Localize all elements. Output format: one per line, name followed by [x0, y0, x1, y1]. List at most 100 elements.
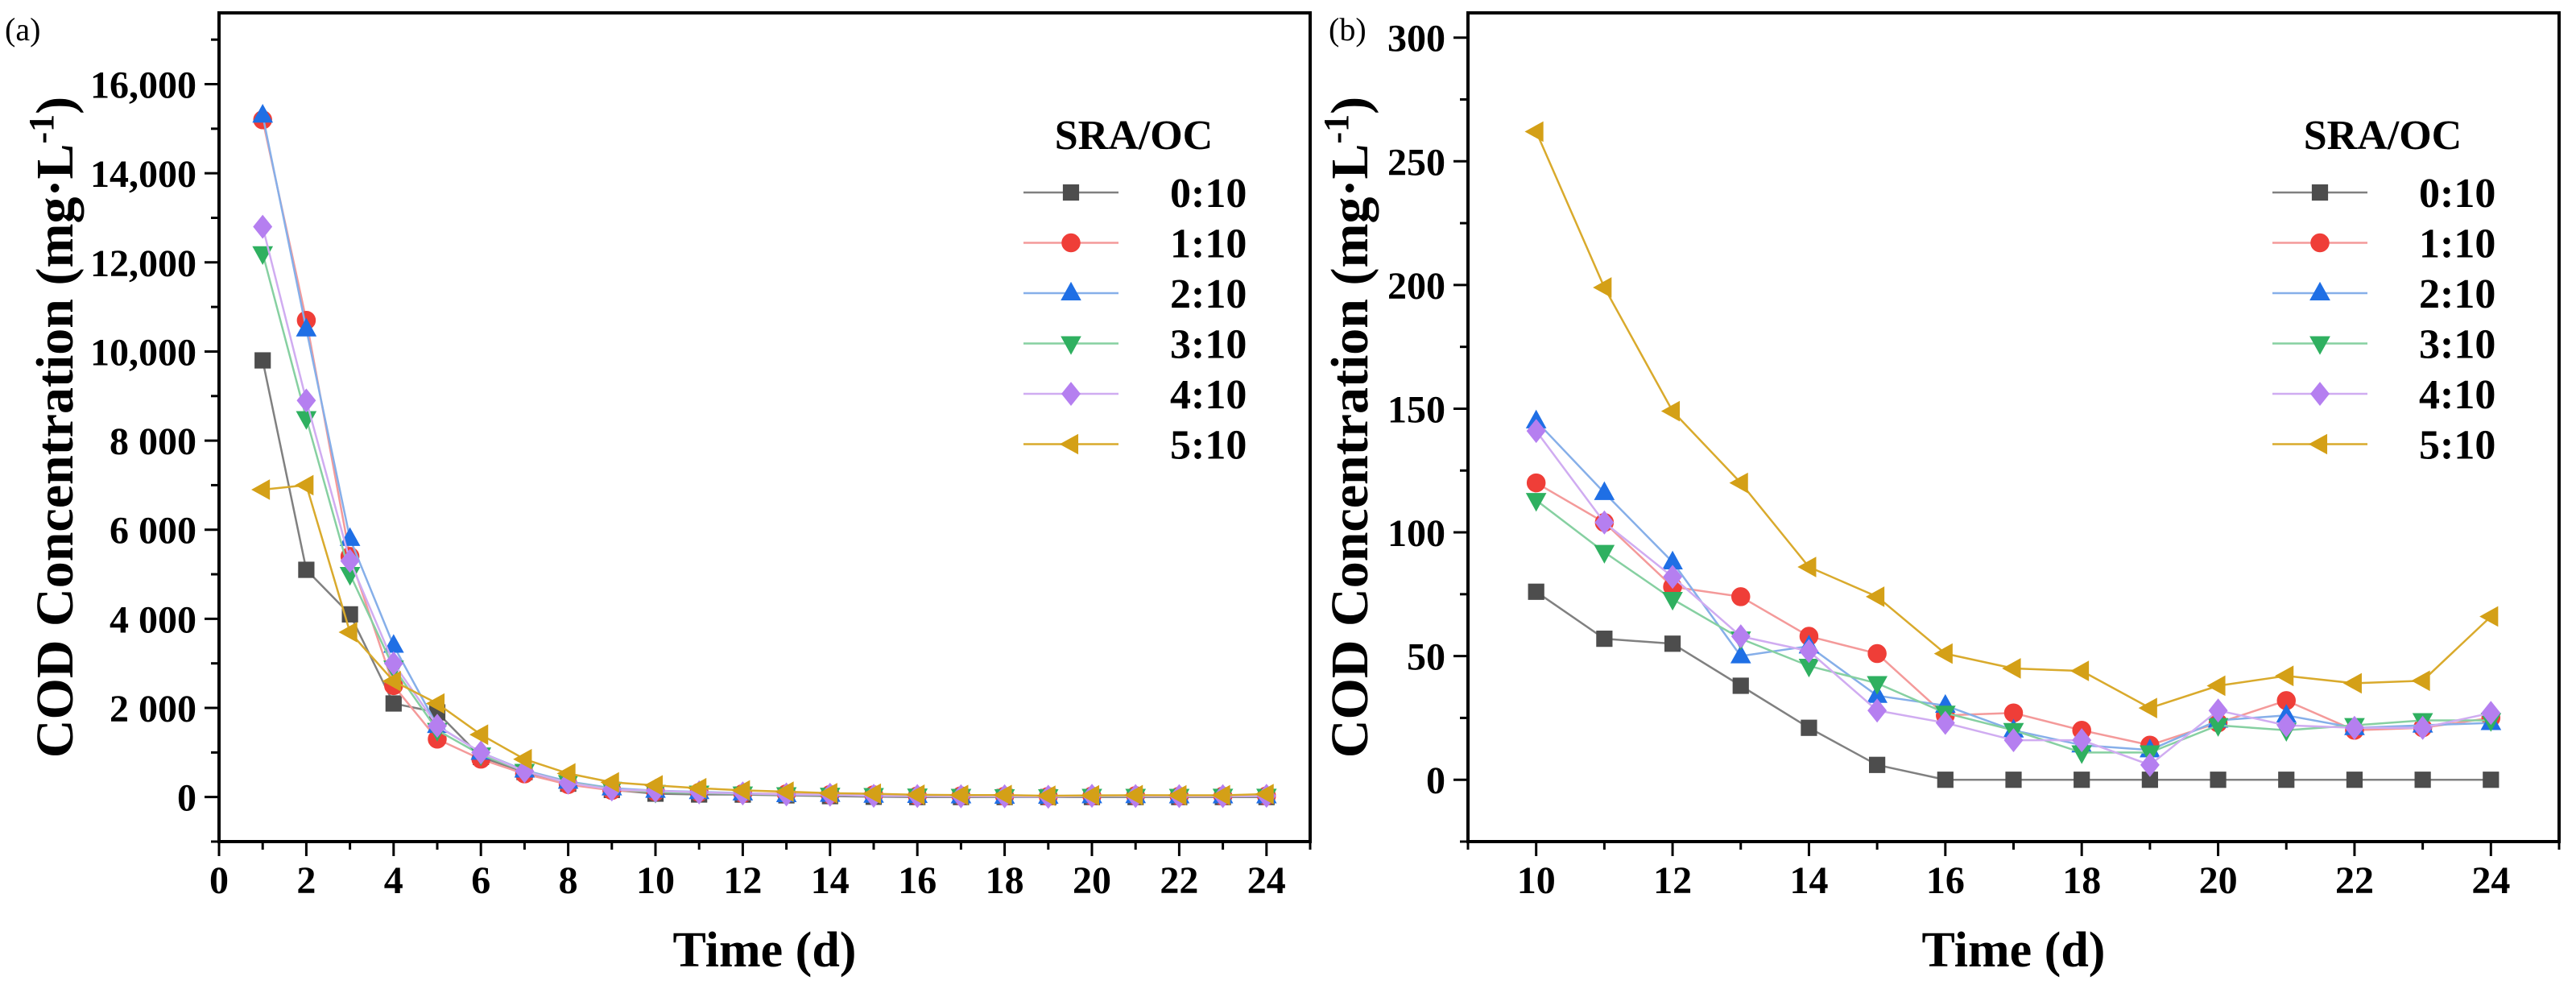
panel-b-x-tick-label-12: 12 — [1653, 859, 1692, 902]
panel-b-series — [1524, 121, 2502, 788]
panel-b-point-5-10-day-11 — [1593, 277, 1612, 298]
panel-b-x-tick-label-14: 14 — [1789, 859, 1828, 902]
panel-a-point-4-10-day-1 — [253, 214, 273, 239]
panel-b-x-tick-label-16: 16 — [1926, 859, 1965, 902]
panel-a-y-axis-label-main: COD Concentration (mg·L — [26, 144, 85, 759]
panel-b-legend-item-5-10: 5:10 — [2272, 423, 2495, 469]
panel-a-legend-label-2-10: 2:10 — [1170, 271, 1247, 317]
panel-a-line-3-10 — [261, 253, 1267, 798]
panel-a-series — [251, 104, 1277, 809]
panel-b-x-axis-label: Time (d) — [1922, 923, 2106, 978]
panel-b-point-0-10-day-11 — [1596, 631, 1613, 648]
panel-b-point-4-10-day-21 — [2276, 713, 2297, 738]
panel-b-y-tick-label-100: 100 — [1387, 512, 1445, 555]
panel-b-point-0-10-day-24 — [2483, 772, 2500, 788]
panel-b-point-0-10-day-10 — [1528, 583, 1544, 600]
panel-a-point-5-10-day-20 — [1080, 784, 1100, 806]
panel-b-legend-label-2-10: 2:10 — [2419, 271, 2495, 317]
panel-b-point-5-10-day-18 — [2069, 660, 2090, 681]
panel-b-point-4-10-day-23 — [2413, 715, 2433, 740]
panel-b-plot-frame — [1466, 11, 2561, 843]
panel-b-legend-label-1-10: 1:10 — [2419, 221, 2495, 267]
panel-a-legend-marker-2-10 — [1061, 281, 1081, 301]
panel-b-point-4-10-day-18 — [2072, 728, 2092, 752]
panel-b-point-5-10-day-16 — [1933, 643, 1953, 664]
panel-a-point-2-10-day-1 — [252, 104, 274, 123]
panel-a-point-5-10-day-12 — [731, 780, 750, 801]
panel-a-legend-item-3-10: 3:10 — [1023, 322, 1247, 368]
panel-b-legend: SRA/OC 0:101:102:10 3:104:10 5:10 — [2272, 113, 2495, 469]
panel-a-point-5-10-day-23 — [1211, 784, 1230, 806]
panel-a-point-5-10-day-17 — [949, 784, 969, 805]
panel-b-point-0-10-day-20 — [2210, 772, 2227, 788]
panel-b-point-3-10-day-11 — [1594, 544, 1615, 564]
panel-a-point-5-10-day-22 — [1168, 784, 1187, 806]
panel-a-point-4-10-day-6 — [471, 740, 491, 765]
panel-b-legend-label-5-10: 5:10 — [2419, 423, 2495, 469]
panel-a-point-5-10-day-18 — [993, 784, 1012, 806]
panel-a-y-axis-label: COD Concentration (mg·L-1) — [22, 97, 85, 758]
panel-a-point-5-10-day-1 — [251, 479, 271, 500]
panel-a-legend-marker-0-10 — [1062, 184, 1080, 201]
panel-b-point-5-10-day-13 — [1729, 472, 1748, 494]
panel-a-point-4-10-day-3 — [340, 548, 360, 573]
panel-b-legend-title: SRA/OC — [2304, 113, 2462, 159]
panel-a-y-tick-label-2000: 2 000 — [110, 688, 196, 730]
panel-a-point-5-10-day-7 — [513, 748, 532, 770]
panel-a-legend-marker-1-10 — [1061, 233, 1081, 253]
panel-a-point-5-10-day-4 — [382, 671, 401, 692]
panel-a-legend-item-1-10: 1:10 — [1023, 221, 1247, 267]
panel-b-point-5-10-day-23 — [2411, 670, 2430, 692]
panel-b-legend-marker-4-10 — [2310, 382, 2330, 407]
panel-a-panel-label: (a) — [5, 11, 40, 48]
panel-b: 10 12 14 16 18 20 22 24 0 50 100 150 200 250 300 Time (… — [1317, 11, 2561, 978]
panel-a-point-0-10-day-2 — [298, 561, 315, 578]
panel-b-point-4-10-day-22 — [2344, 715, 2364, 740]
panel-a-x-axis-label: Time (d) — [673, 923, 857, 978]
panel-a-point-0-10-day-1 — [254, 352, 271, 369]
panel-a-legend-label-0-10: 0:10 — [1170, 171, 1247, 217]
panel-a-x-tick-label-24: 24 — [1247, 859, 1286, 902]
panel-b-legend-label-0-10: 0:10 — [2419, 171, 2495, 217]
panel-a-x-tick-label-12: 12 — [723, 859, 762, 902]
panel-a-legend-label-3-10: 3:10 — [1170, 322, 1247, 368]
panel-b-point-1-10-day-15 — [1867, 643, 1887, 664]
panel-a-point-5-10-day-3 — [338, 622, 358, 643]
panel-b-point-4-10-day-24 — [2481, 701, 2501, 726]
panel-b-y-axis-label-end: ) — [1321, 97, 1379, 114]
panel-b-point-4-10-day-20 — [2208, 698, 2228, 723]
panel-b-point-3-10-day-15 — [1867, 676, 1888, 695]
panel-a-y-tick-label-16000: 16,000 — [90, 64, 196, 107]
panel-a-point-5-10-day-9 — [600, 772, 619, 793]
panel-a-point-5-10-day-14 — [818, 783, 837, 804]
panel-a-point-2-10-day-2 — [296, 317, 317, 337]
panel-b-point-0-10-day-16 — [1937, 772, 1954, 788]
panel-b-point-5-10-day-22 — [2342, 672, 2362, 694]
panel-b-point-1-10-day-10 — [1526, 473, 1546, 493]
panel-b-point-4-10-day-13 — [1730, 624, 1751, 648]
panel-b-point-0-10-day-18 — [2074, 772, 2090, 788]
panel-b-point-5-10-day-20 — [2206, 675, 2226, 697]
panel-b-point-4-10-day-14 — [1799, 639, 1819, 664]
panel-a-point-5-10-day-2 — [295, 474, 314, 496]
panel-b-y-tick-label-250: 250 — [1387, 141, 1445, 184]
panel-b-point-0-10-day-17 — [2005, 772, 2022, 788]
panel-b-y-tick-label-0: 0 — [1426, 759, 1445, 802]
panel-a-y-tick-label-8000: 8 000 — [110, 420, 196, 463]
panel-a-legend-item-5-10: 5:10 — [1023, 423, 1247, 469]
panel-a-point-5-10-day-16 — [905, 784, 925, 805]
panel-a-x-tick-label-22: 22 — [1160, 859, 1198, 902]
panel-a-legend-item-0-10: 0:10 — [1023, 171, 1247, 217]
panel-a-y-axis-label-end: ) — [26, 97, 85, 114]
panel-b-point-0-10-day-15 — [1869, 756, 1886, 773]
panel-b-y-tick-label-50: 50 — [1407, 636, 1445, 679]
panel-b-legend-marker-3-10 — [2309, 336, 2330, 355]
panel-b-point-5-10-day-12 — [1660, 400, 1681, 422]
panel-a-y-tick-label-4000: 4 000 — [110, 598, 196, 641]
panel-b-point-5-10-day-15 — [1865, 586, 1885, 607]
panel-b-legend-marker-5-10 — [2308, 433, 2328, 455]
panel-b-legend-item-0-10: 0:10 — [2272, 171, 2495, 217]
panel-a-legend-title: SRA/OC — [1055, 113, 1213, 159]
panel-b-point-2-10-day-11 — [1594, 481, 1615, 500]
